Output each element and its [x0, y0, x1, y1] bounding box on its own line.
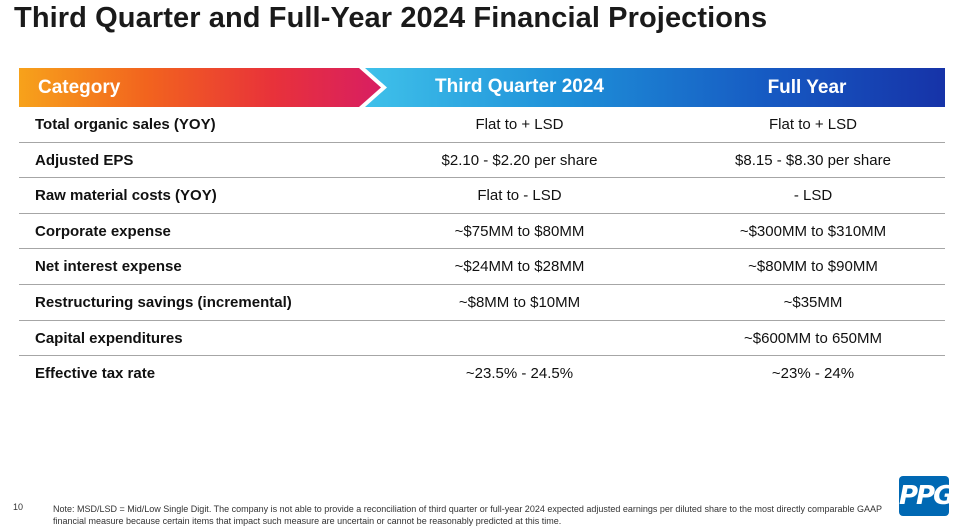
row-q3-value: $2.10 - $2.20 per share [441, 151, 598, 169]
row-fy-value: ~23% - 24% [771, 365, 855, 383]
table-row: Capital expenditures ~$600MM to 650MM [19, 321, 945, 357]
header-category: Category [38, 77, 121, 98]
row-category: Raw material costs (YOY) [35, 187, 217, 205]
row-fy-value: Flat to + LSD [769, 116, 857, 133]
row-q3-value: ~$24MM to $28MM [454, 258, 585, 276]
table-row: Corporate expense ~$75MM to $80MM ~$300M… [19, 214, 945, 250]
row-fy-value: $8.15 - $8.30 per share [735, 151, 891, 169]
header-category-band [19, 68, 381, 107]
row-category: Effective tax rate [35, 365, 156, 383]
row-q3-value: ~$8MM to $10MM [458, 293, 581, 311]
row-q3-value: ~$75MM to $80MM [454, 222, 585, 240]
row-fy-value: ~$300MM to $310MM [739, 222, 887, 240]
row-category: Corporate expense [35, 222, 171, 240]
ppg-logo: PPG [899, 476, 954, 516]
table-row: Total organic sales (YOY) Flat to + LSD … [19, 107, 945, 143]
row-category: Adjusted EPS [35, 151, 134, 169]
header-third-quarter: Third Quarter 2024 [435, 76, 604, 97]
row-q3-value: Flat to + LSD [475, 116, 564, 133]
row-fy-value: ~$35MM [783, 293, 843, 311]
row-fy-value: ~$80MM to $90MM [748, 258, 878, 276]
header-columns-band [365, 68, 945, 107]
table-row: Net interest expense ~$24MM to $28MM ~$8… [19, 249, 945, 285]
table-row: Restructuring savings (incremental) ~$8M… [19, 285, 945, 321]
table-row: Effective tax rate ~23.5% - 24.5% ~23% -… [19, 356, 945, 391]
page-number: 10 [13, 502, 24, 512]
row-category: Net interest expense [35, 258, 182, 276]
row-q3-value: ~23.5% - 24.5% [465, 365, 574, 383]
row-fy-value: - LSD [793, 187, 833, 205]
page-title: Third Quarter and Full-Year 2024 Financi… [14, 2, 768, 34]
header-full-year: Full Year [767, 77, 847, 98]
row-category: Capital expenditures [35, 329, 183, 347]
table-row: Raw material costs (YOY) Flat to - LSD -… [19, 178, 945, 214]
row-category: Restructuring savings (incremental) [35, 293, 292, 311]
row-q3-value [381, 321, 658, 356]
table-row: Adjusted EPS $2.10 - $2.20 per share $8.… [19, 143, 945, 179]
row-q3-value: Flat to - LSD [477, 187, 562, 205]
footnote: Note: MSD/LSD = Mid/Low Single Digit. Th… [53, 504, 882, 526]
projections-table: Category Third Quarter 2024 Full Year To… [19, 68, 945, 391]
table-header: Category Third Quarter 2024 Full Year [19, 68, 945, 107]
row-fy-value: ~$600MM to 650MM [744, 329, 882, 347]
row-category: Total organic sales (YOY) [35, 116, 216, 133]
